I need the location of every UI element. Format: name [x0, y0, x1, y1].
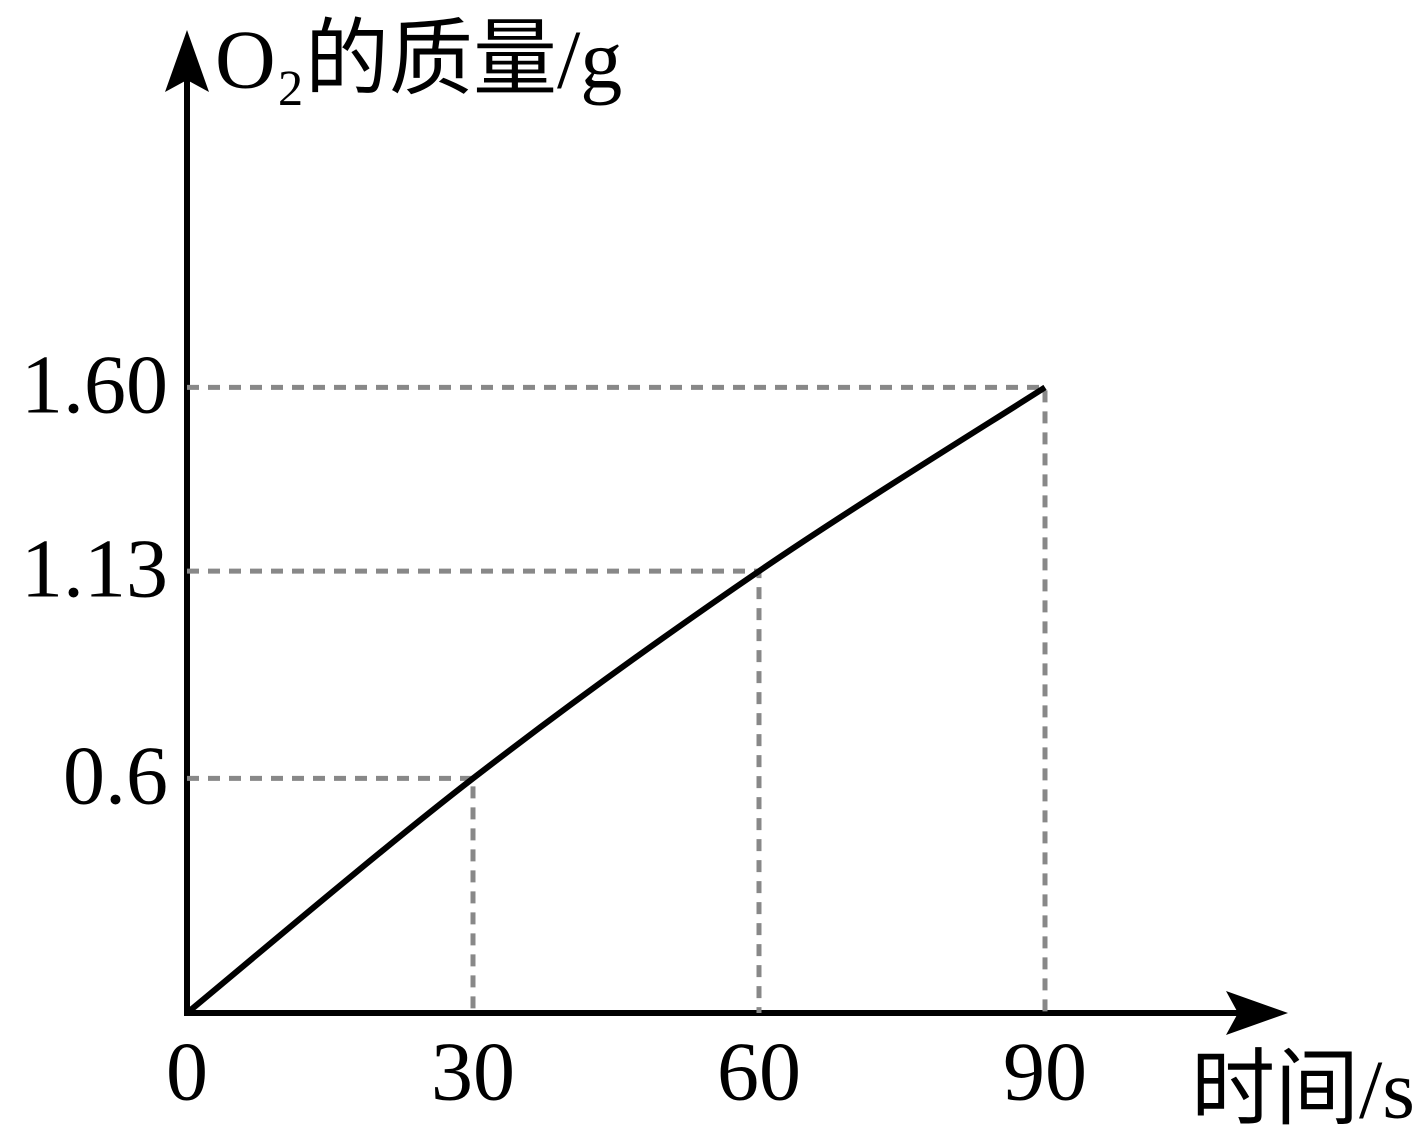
x-tick-label: 60	[717, 1025, 801, 1118]
x-tick-label: 0	[166, 1025, 208, 1118]
data-line	[185, 384, 1047, 1016]
y-axis-title: O₂的质量/g	[215, 13, 622, 106]
guide-line	[187, 775, 476, 1013]
x-axis-arrow	[1226, 991, 1288, 1035]
x-tick-label: 30	[431, 1025, 515, 1118]
y-axis-arrow	[165, 30, 209, 92]
x-axis-title: 时间/s	[1191, 1043, 1415, 1136]
x-tick-label: 90	[1003, 1025, 1087, 1118]
y-tick-label: 0.6	[63, 730, 168, 823]
y-tick-label: 1.60	[21, 339, 168, 432]
guide-line	[187, 384, 1048, 1013]
y-tick-label: 1.13	[21, 522, 168, 615]
